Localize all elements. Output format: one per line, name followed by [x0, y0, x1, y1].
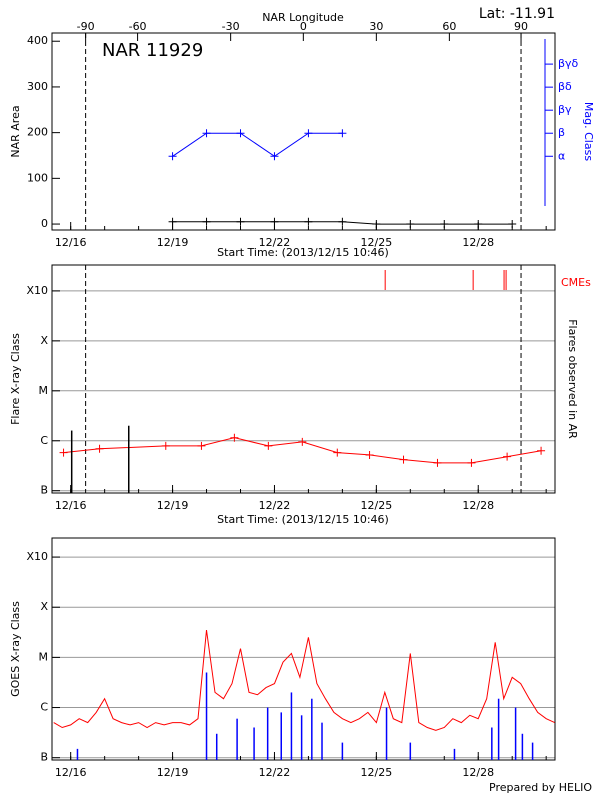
y-tick-label: C [40, 701, 48, 714]
point-marker [304, 129, 313, 138]
x-tick-label: 12/16 [55, 236, 87, 249]
y-tick-label: 0 [41, 217, 48, 230]
point-marker [338, 129, 347, 138]
y2-tick-label: βγδ [558, 57, 579, 70]
footer: Prepared by HELIO [489, 781, 592, 794]
y-tick-label: B [40, 751, 48, 764]
y-tick-label: M [39, 650, 49, 663]
x-tick-label: 12/22 [259, 236, 291, 249]
point-marker [230, 433, 239, 442]
y2-tick-label: βδ [558, 80, 572, 93]
y-tick-label: 200 [27, 126, 48, 139]
y-axis-label: GOES X-ray Class [9, 601, 22, 697]
x-axis-label: Start Time: (2013/12/15 10:46) [217, 246, 389, 259]
y-tick-label: M [39, 384, 49, 397]
annotation: NAR 11929 [102, 40, 203, 61]
y2-axis-label: Mag. Class [582, 102, 595, 161]
top-tick-label: -90 [77, 20, 95, 33]
point-marker [365, 450, 374, 459]
plot-frame [51, 264, 556, 494]
y2-tick-label: β [558, 126, 565, 139]
x-tick-label: 12/16 [55, 766, 87, 779]
point-marker [372, 220, 381, 229]
corner-text: Lat: -11.91 [479, 6, 555, 22]
top-tick-label: 60 [442, 20, 456, 33]
x-tick-label: 12/22 [259, 766, 291, 779]
point-marker [264, 441, 273, 450]
top-tick-label: -60 [129, 20, 147, 33]
y-axis-label: NAR Area [9, 105, 22, 157]
y-tick-label: 400 [27, 34, 48, 47]
point-marker [236, 217, 245, 226]
point-marker [503, 452, 512, 461]
y-tick-label: C [40, 434, 48, 447]
plot-frame [51, 32, 556, 231]
top-axis-label: NAR Longitude [262, 11, 344, 24]
point-marker [95, 444, 104, 453]
y-tick-label: X [40, 600, 48, 613]
point-marker [270, 152, 279, 161]
x-tick-label: 12/19 [157, 499, 189, 512]
top-tick-label: 0 [300, 20, 307, 33]
y-tick-label: B [40, 484, 48, 497]
point-marker [406, 220, 415, 229]
point-marker [304, 217, 313, 226]
x-tick-label: 12/25 [361, 766, 393, 779]
point-marker [202, 129, 211, 138]
point-marker [474, 220, 483, 229]
point-marker [433, 458, 442, 467]
point-marker [236, 129, 245, 138]
y2-tick-label: α [558, 149, 565, 162]
y-tick-label: 300 [27, 80, 48, 93]
series-line [53, 630, 555, 731]
x-tick-label: 12/28 [462, 766, 494, 779]
point-marker [168, 152, 177, 161]
x-tick-label: 12/19 [157, 236, 189, 249]
point-marker [168, 217, 177, 226]
y2-tick-label: βγ [558, 103, 572, 116]
y-axis-label: Flare X-ray Class [9, 333, 22, 425]
plot-frame [51, 537, 556, 761]
point-marker [508, 220, 517, 229]
y-tick-label: 100 [27, 171, 48, 184]
point-marker [59, 448, 68, 457]
x-tick-label: 12/25 [361, 499, 393, 512]
top-tick-label: -30 [222, 20, 240, 33]
y-tick-label: X [40, 334, 48, 347]
x-tick-label: 12/28 [462, 499, 494, 512]
series-line [172, 132, 343, 157]
point-marker [440, 220, 449, 229]
top-tick-label: 90 [514, 20, 528, 33]
point-marker [202, 217, 211, 226]
point-marker [270, 217, 279, 226]
point-marker [467, 458, 476, 467]
point-marker [298, 437, 307, 446]
point-marker [197, 441, 206, 450]
point-marker [537, 446, 546, 455]
y-tick-label: X10 [26, 550, 48, 563]
x-tick-label: 12/19 [157, 766, 189, 779]
x-axis-label: Start Time: (2013/12/15 10:46) [217, 513, 389, 526]
point-marker [399, 455, 408, 464]
cme-label: CMEs [561, 276, 591, 289]
x-tick-label: 12/16 [55, 499, 87, 512]
x-tick-label: 12/28 [462, 236, 494, 249]
top-tick-label: 30 [369, 20, 383, 33]
point-marker [161, 441, 170, 450]
x-tick-label: 12/22 [259, 499, 291, 512]
y2-axis-label: Flares observed in AR [566, 319, 579, 439]
y-tick-label: X10 [26, 284, 48, 297]
point-marker [333, 448, 342, 457]
series-line [63, 437, 542, 464]
x-tick-label: 12/25 [361, 236, 393, 249]
point-marker [338, 217, 347, 226]
